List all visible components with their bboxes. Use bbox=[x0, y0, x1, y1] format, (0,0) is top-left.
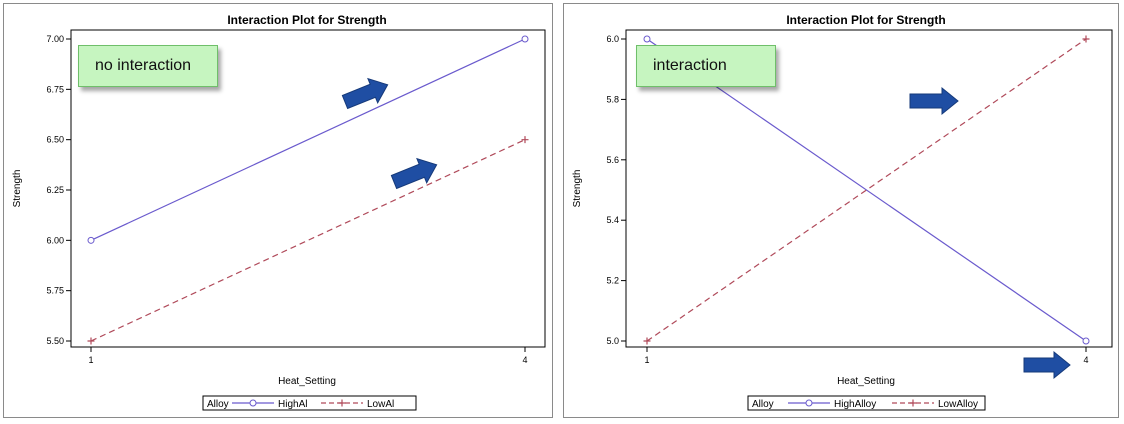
y-tick-label: 6.75 bbox=[46, 84, 64, 94]
x-tick-label: 1 bbox=[644, 355, 649, 365]
x-tick-label: 4 bbox=[1083, 355, 1088, 365]
y-tick-label: 5.50 bbox=[46, 336, 64, 346]
right-interaction-chart: Interaction Plot for Strength 5.0 5.2 5.4 5.… bbox=[572, 13, 1113, 411]
x-axis-label: Heat_Setting bbox=[278, 376, 336, 387]
y-tick-label: 6.00 bbox=[46, 235, 64, 245]
data-point-HighAlloy bbox=[1082, 337, 1090, 345]
interaction-callout: interaction bbox=[636, 45, 776, 87]
legend-box bbox=[747, 395, 986, 411]
legend-box bbox=[202, 395, 417, 411]
x-tick-label: 4 bbox=[522, 355, 527, 365]
legend-label-LowAl: LowAl bbox=[367, 399, 394, 410]
arrow-icon bbox=[1023, 350, 1071, 380]
series-line-HighAl bbox=[90, 38, 526, 241]
legend-marker-LowAl bbox=[338, 399, 346, 407]
legend-title: Alloy bbox=[207, 399, 229, 410]
arrow-icon-shape bbox=[341, 77, 389, 110]
legend-marker-LowAlloy bbox=[909, 399, 917, 407]
arrow-icon-shape bbox=[1023, 350, 1071, 380]
legend-marker-HighAlloy bbox=[805, 399, 813, 407]
arrow-icon-shape bbox=[390, 157, 438, 190]
data-point-LowAlloy bbox=[643, 337, 651, 345]
x-axis-label: Heat_Setting bbox=[837, 376, 895, 387]
chart-title: Interaction Plot for Strength bbox=[786, 13, 945, 27]
arrow-icon-shape bbox=[909, 86, 959, 116]
y-axis-label: Strength bbox=[572, 170, 583, 208]
data-point-HighAlloy bbox=[643, 35, 651, 43]
y-axis-label: Strength bbox=[12, 170, 23, 208]
y-tick-label: 6.0 bbox=[606, 34, 619, 44]
right-chart-panel: Interaction Plot for Strength 5.0 5.2 5.4 5.… bbox=[562, 0, 1124, 424]
series-line-LowAlloy bbox=[646, 38, 1087, 342]
legend-title: Alloy bbox=[752, 399, 774, 410]
y-tick-label: 5.4 bbox=[606, 215, 619, 225]
y-tick-label: 5.8 bbox=[606, 94, 619, 104]
legend-label-HighAlloy: HighAlloy bbox=[834, 399, 876, 410]
y-tick-label: 5.75 bbox=[46, 286, 64, 296]
data-point-LowAl bbox=[521, 136, 529, 144]
data-point-LowAl bbox=[87, 337, 95, 345]
legend-marker-HighAl bbox=[249, 399, 257, 407]
x-tick-label: 1 bbox=[88, 355, 93, 365]
arrow-icon bbox=[341, 77, 389, 110]
arrow-icon bbox=[909, 86, 959, 116]
series-line-HighAlloy bbox=[646, 38, 1087, 342]
data-point-HighAl bbox=[521, 35, 529, 43]
y-tick-label: 5.2 bbox=[606, 276, 619, 286]
data-point-HighAl bbox=[87, 236, 95, 244]
left-chart-panel: Interaction Plot for Strength 5.50 5.75 6.0… bbox=[0, 0, 556, 424]
y-tick-label: 6.50 bbox=[46, 135, 64, 145]
left-interaction-chart: Interaction Plot for Strength 5.50 5.75 6.0… bbox=[12, 13, 546, 411]
y-tick-label: 7.00 bbox=[46, 34, 64, 44]
legend-label-LowAlloy: LowAlloy bbox=[938, 399, 978, 410]
left-chart-frame bbox=[3, 3, 553, 418]
right-chart-frame bbox=[563, 3, 1119, 418]
plot-area-border bbox=[70, 29, 546, 348]
arrow-icon bbox=[390, 157, 438, 190]
series-line-LowAl bbox=[90, 139, 526, 342]
y-tick-label: 5.0 bbox=[606, 336, 619, 346]
no-interaction-callout: no interaction bbox=[78, 45, 218, 87]
chart-title: Interaction Plot for Strength bbox=[227, 13, 386, 27]
legend-label-HighAl: HighAl bbox=[278, 399, 307, 410]
y-tick-label: 6.25 bbox=[46, 185, 64, 195]
plot-area-border bbox=[625, 29, 1113, 348]
data-point-LowAlloy bbox=[1082, 35, 1090, 43]
y-tick-label: 5.6 bbox=[606, 155, 619, 165]
